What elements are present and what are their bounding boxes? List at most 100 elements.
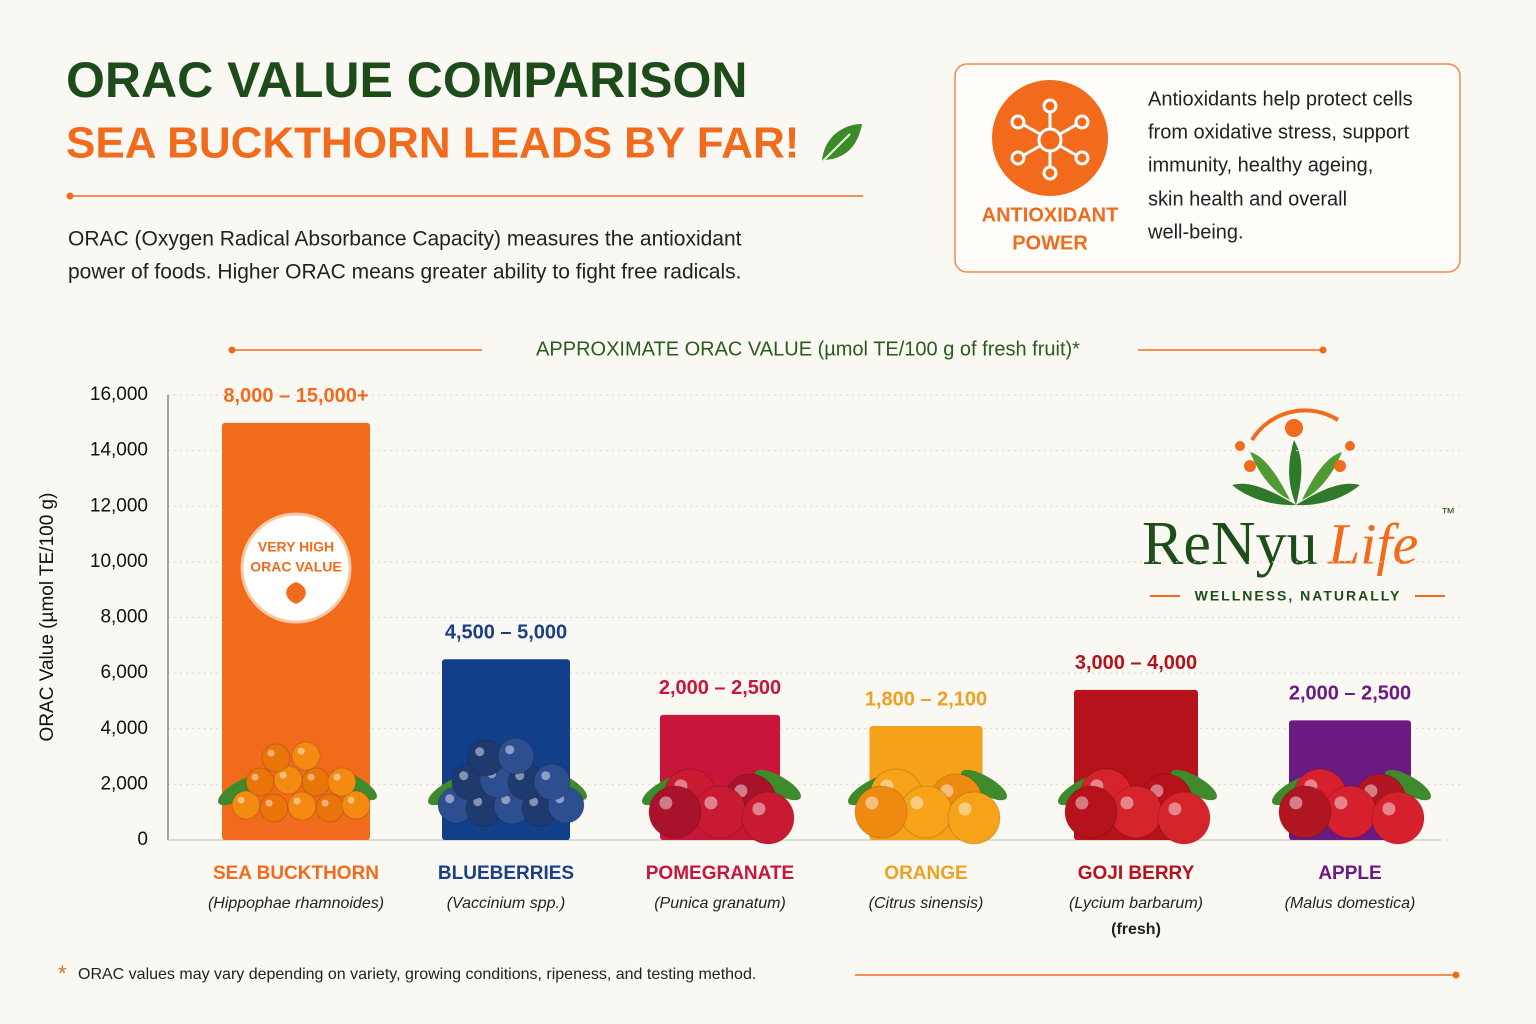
fruit-shine	[1334, 796, 1348, 810]
fruit-shine	[704, 796, 718, 810]
fruit-illustration	[1272, 768, 1431, 845]
fruit-shine	[333, 773, 341, 781]
info-text: immunity, healthy ageing,	[1148, 154, 1373, 176]
scientific-name: (Vaccinium spp.)	[447, 895, 566, 912]
fruit-illustration	[1058, 768, 1217, 845]
fruit	[301, 767, 331, 797]
leaf-vein	[821, 133, 851, 163]
info-label: ANTIOXIDANT	[982, 204, 1119, 226]
fruit-shine	[659, 796, 673, 810]
fruit	[947, 791, 1001, 845]
rule-dot	[1319, 346, 1327, 354]
fruit-illustration	[848, 768, 1007, 845]
fruit-shine	[752, 802, 766, 816]
fruit-illustration	[428, 737, 587, 827]
leaf	[961, 769, 1007, 801]
fruit	[1109, 785, 1163, 839]
fruit-shine	[958, 802, 972, 816]
fruit	[899, 785, 953, 839]
fruit-shine	[293, 797, 301, 805]
scientific-name: (Citrus sinensis)	[869, 895, 984, 912]
footnote-marker: *	[58, 961, 67, 986]
fruit	[259, 793, 289, 823]
fruit-shine	[347, 796, 355, 804]
fruit-shine	[1382, 802, 1396, 816]
category-note: (fresh)	[1111, 921, 1161, 938]
logo-name: ReNyu	[1142, 510, 1318, 578]
category-label: APPLE	[1318, 863, 1381, 884]
badge-leaf	[286, 582, 306, 604]
fruit	[327, 767, 357, 797]
fruit	[1157, 791, 1211, 845]
category-label: ORANGE	[884, 863, 967, 884]
footnote: ORAC values may vary depending on variet…	[78, 966, 756, 983]
y-axis-label: ORAC Value (µmol TE/100 g)	[37, 493, 58, 742]
fruit-shine	[237, 796, 245, 804]
fruit-shine	[475, 747, 485, 757]
leaf	[1385, 769, 1431, 801]
fruit	[273, 765, 303, 795]
logo-mark	[1232, 408, 1360, 506]
fruit-shine	[251, 773, 259, 781]
fruit-shine	[529, 797, 539, 807]
fruit-shine	[501, 795, 511, 805]
fruit	[245, 767, 275, 797]
fruit-shine	[910, 796, 924, 810]
molecule-icon	[1010, 98, 1090, 181]
scientific-name: (Malus domestica)	[1285, 895, 1416, 912]
fruit-shine	[459, 771, 469, 781]
fruit-shine	[1075, 796, 1089, 810]
y-tick-label: 6,000	[100, 662, 148, 683]
info-text: skin health and overall	[1148, 188, 1347, 210]
logo-name-accent: Life	[1327, 511, 1418, 576]
y-tick-label: 2,000	[100, 773, 148, 794]
range-label: 2,000 – 2,500	[659, 677, 781, 699]
fruit	[261, 743, 291, 773]
fruit-shine	[541, 771, 551, 781]
leaf	[1171, 769, 1217, 801]
info-text: Antioxidants help protect cells	[1148, 88, 1413, 110]
fruit	[1323, 785, 1377, 839]
fruit-shine	[1289, 796, 1303, 810]
y-tick-label: 16,000	[90, 384, 148, 405]
range-label: 2,000 – 2,500	[1289, 683, 1411, 705]
title: ORAC VALUE COMPARISON	[66, 52, 748, 108]
y-tick-label: 14,000	[90, 440, 148, 461]
fruit-shine	[297, 747, 305, 755]
y-tick-label: 12,000	[90, 495, 148, 516]
category-label: POMEGRANATE	[646, 863, 794, 884]
info-label: POWER	[1012, 232, 1088, 254]
fruit	[287, 791, 317, 821]
scientific-name: (Hippophae rhamnoides)	[208, 895, 384, 912]
fruit-shine	[265, 799, 273, 807]
fruit-shine	[321, 799, 329, 807]
intro-line: power of foods. Higher ORAC means greate…	[68, 261, 741, 284]
fruit-shine	[473, 797, 483, 807]
fruit	[1371, 791, 1425, 845]
y-tick-label: 0	[137, 829, 148, 850]
y-tick-label: 8,000	[100, 607, 148, 628]
fruit-shine	[307, 773, 315, 781]
fruit-illustration	[642, 768, 801, 845]
range-label: 8,000 – 15,000+	[223, 385, 368, 407]
fruit	[741, 791, 795, 845]
leaf	[755, 769, 801, 801]
fruit	[341, 790, 371, 820]
fruit	[533, 763, 571, 801]
info-text: well-being.	[1147, 221, 1244, 243]
fruit	[1064, 785, 1118, 839]
range-label: 1,800 – 2,100	[865, 688, 987, 710]
fruit	[291, 741, 321, 771]
fruit	[497, 737, 535, 775]
icon-circle	[992, 80, 1108, 196]
fruit-shine	[445, 794, 455, 804]
category-label: SEA BUCKTHORN	[213, 863, 379, 884]
chart-title: APPROXIMATE ORAC VALUE (µmol TE/100 g of…	[536, 338, 1080, 360]
badge-text: VERY HIGH	[258, 539, 334, 555]
fruit	[693, 785, 747, 839]
fruit-shine	[279, 771, 287, 779]
badge	[240, 512, 352, 624]
tagline: WELLNESS, NATURALLY	[1195, 588, 1402, 604]
